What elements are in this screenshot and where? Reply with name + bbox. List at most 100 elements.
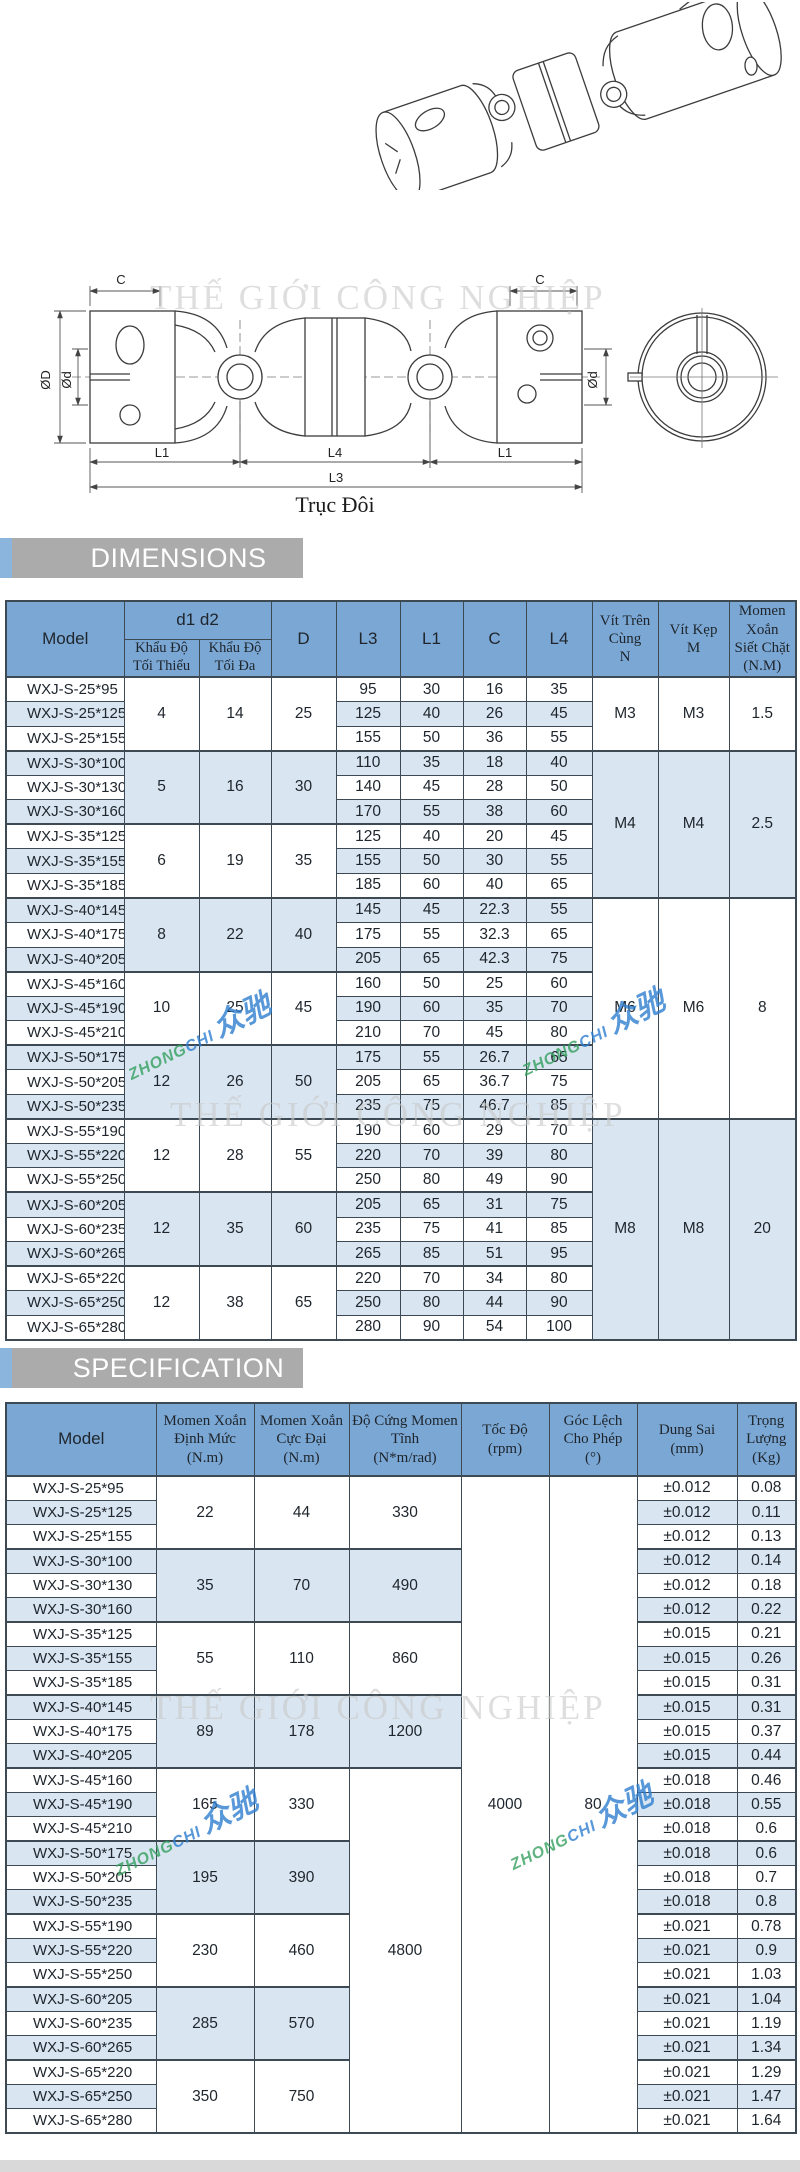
- cell-span-min: 12: [123, 1117, 200, 1193]
- cell-L4: 55: [525, 725, 593, 752]
- cell-D: 65: [270, 1265, 337, 1341]
- cell-speed: 4000: [460, 1474, 550, 2134]
- table-row: WXJ-S-30*130 ±0.012 0.18: [5, 1572, 797, 1599]
- cell-model: WXJ-S-65*220: [5, 2059, 157, 2086]
- cell-L3: 250: [335, 1290, 401, 1316]
- cell-model: WXJ-S-50*175: [5, 1840, 157, 1867]
- drawing-3d-universal-joint: [375, 2, 782, 190]
- cell-model: WXJ-S-50*205: [5, 1069, 125, 1095]
- cell-tolerance: ±0.021: [636, 1986, 738, 2013]
- dimensions-table-body: WXJ-S-25*95 4 14 25 95 30 16 35 M3 M3 1.5 WXJ-S-25*…: [5, 676, 797, 1341]
- col-header-model: Model: [5, 600, 125, 678]
- cell-L3: 140: [335, 774, 401, 801]
- table-row: WXJ-S-30*160 ±0.012 0.22: [5, 1597, 797, 1623]
- table-row: WXJ-S-55*190 12 28 55 190 60 29 70 M8 M8 20: [5, 1117, 797, 1341]
- cell-max-torque: 750: [253, 2059, 350, 2134]
- section-title: SPECIFICATION: [72, 1353, 285, 1383]
- cell-tolerance: ±0.018: [636, 1840, 738, 1867]
- table-row: WXJ-S-55*220 220 70 39 80: [5, 1142, 796, 1169]
- cell-L3: 235: [335, 1216, 401, 1243]
- cell-L4: 70: [525, 995, 593, 1022]
- cell-L1: 70: [399, 1142, 464, 1169]
- cell-weight: 0.6: [736, 1816, 797, 1842]
- cell-top-screw: M6: [591, 896, 659, 1120]
- cell-L3: 110: [335, 749, 401, 776]
- cell-C: 22.3: [462, 896, 527, 923]
- cell-tolerance: ±0.021: [636, 2011, 738, 2037]
- cell-L4: 45: [525, 823, 593, 850]
- table-row: WXJ-S-60*205 12 35 60 205 65 31 75: [5, 1191, 796, 1267]
- cell-model: WXJ-S-35*155: [5, 1645, 157, 1672]
- cell-static-stiffness: 1200: [348, 1694, 462, 1769]
- cell-tolerance: ±0.012: [636, 1474, 738, 1501]
- cell-span-max: 14: [198, 676, 272, 752]
- cell-static-stiffness: 860: [348, 1621, 462, 1696]
- cell-tolerance: ±0.021: [636, 1938, 738, 1964]
- cell-L4: 55: [525, 848, 593, 874]
- section-accent: [0, 1348, 12, 1388]
- table-row: WXJ-S-35*155 ±0.015 0.26: [5, 1645, 797, 1672]
- cell-L3: 170: [335, 799, 401, 825]
- cell-L4: 85: [525, 1216, 593, 1243]
- cell-model: WXJ-S-45*160: [5, 970, 125, 997]
- cell-L3: 235: [335, 1093, 401, 1120]
- cell-model: WXJ-S-55*220: [5, 1938, 157, 1964]
- cell-L4: 80: [525, 1265, 593, 1292]
- table-row: WXJ-S-30*130 140 45 28 50: [5, 774, 796, 801]
- cell-model: WXJ-S-65*220: [5, 1265, 125, 1292]
- cell-model: WXJ-S-60*265: [5, 2035, 157, 2061]
- col-header-top-screw: Vít Trên Cùng N: [591, 600, 659, 678]
- cell-allowed-angle: 80: [548, 1474, 638, 2134]
- cell-L3: 175: [335, 1044, 401, 1071]
- cell-tightening-torque: 2.5: [728, 749, 797, 899]
- cell-L4: 75: [525, 1069, 593, 1095]
- cell-L4: 55: [525, 896, 593, 923]
- cell-tolerance: ±0.018: [636, 1767, 738, 1793]
- table-row: WXJ-S-65*220 12 38 65 220 70 34 80: [5, 1265, 796, 1341]
- cell-L1: 55: [399, 1044, 464, 1071]
- cell-L1: 90: [399, 1314, 464, 1341]
- cell-L1: 35: [399, 749, 464, 776]
- cell-model: WXJ-S-35*185: [5, 872, 125, 899]
- cell-C: 29: [462, 1117, 527, 1144]
- cell-L4: 60: [525, 970, 593, 997]
- cell-weight: 0.21: [736, 1621, 797, 1647]
- cell-L1: 75: [399, 1093, 464, 1120]
- cell-L4: 40: [525, 749, 593, 776]
- cell-L3: 205: [335, 1191, 401, 1218]
- cell-D: 30: [270, 749, 337, 825]
- cell-weight: 0.7: [736, 1864, 797, 1891]
- cell-weight: 0.26: [736, 1645, 797, 1672]
- table-row: WXJ-S-50*205 ±0.018 0.7: [5, 1864, 797, 1891]
- cell-L1: 65: [399, 1191, 464, 1218]
- cell-rated-torque: 285: [155, 1986, 255, 2061]
- cell-model: WXJ-S-30*160: [5, 1597, 157, 1623]
- cell-C: 16: [462, 676, 527, 703]
- cell-max-torque: 330: [253, 1767, 350, 1842]
- cell-max-torque: 70: [253, 1548, 350, 1623]
- cell-C: 32.3: [462, 921, 527, 948]
- cell-model: WXJ-S-30*160: [5, 799, 125, 825]
- cell-L1: 85: [399, 1241, 464, 1267]
- table-row: WXJ-S-60*205 285 570 ±0.021 1.04: [5, 1986, 797, 2061]
- cell-model: WXJ-S-40*205: [5, 946, 125, 973]
- col-header-C: C: [462, 600, 527, 678]
- table-row: WXJ-S-25*125 ±0.012 0.11: [5, 1499, 797, 1526]
- cell-L3: 205: [335, 946, 401, 973]
- cell-model: WXJ-S-55*190: [5, 1117, 125, 1144]
- cell-model: WXJ-S-60*265: [5, 1241, 125, 1267]
- cell-L4: 35: [525, 676, 593, 703]
- cell-L3: 205: [335, 1069, 401, 1095]
- table-row: WXJ-S-35*125 55 110 860 ±0.015 0.21: [5, 1621, 797, 1696]
- cell-C: 36: [462, 725, 527, 752]
- cell-model: WXJ-S-30*100: [5, 1548, 157, 1574]
- cell-tolerance: ±0.012: [636, 1572, 738, 1599]
- col-header-L1: L1: [399, 600, 464, 678]
- table-row: WXJ-S-65*280 280 90 54 100: [5, 1314, 796, 1341]
- col-header-D: D: [270, 600, 337, 678]
- table-row: WXJ-S-50*235 235 75 46.7 85: [5, 1093, 796, 1120]
- cell-C: 18: [462, 749, 527, 776]
- cell-model: WXJ-S-35*125: [5, 823, 125, 850]
- cell-L1: 60: [399, 995, 464, 1022]
- col-header-static-stiffness: Độ Cứng Momen Tĩnh (N*m/rad): [348, 1402, 462, 1477]
